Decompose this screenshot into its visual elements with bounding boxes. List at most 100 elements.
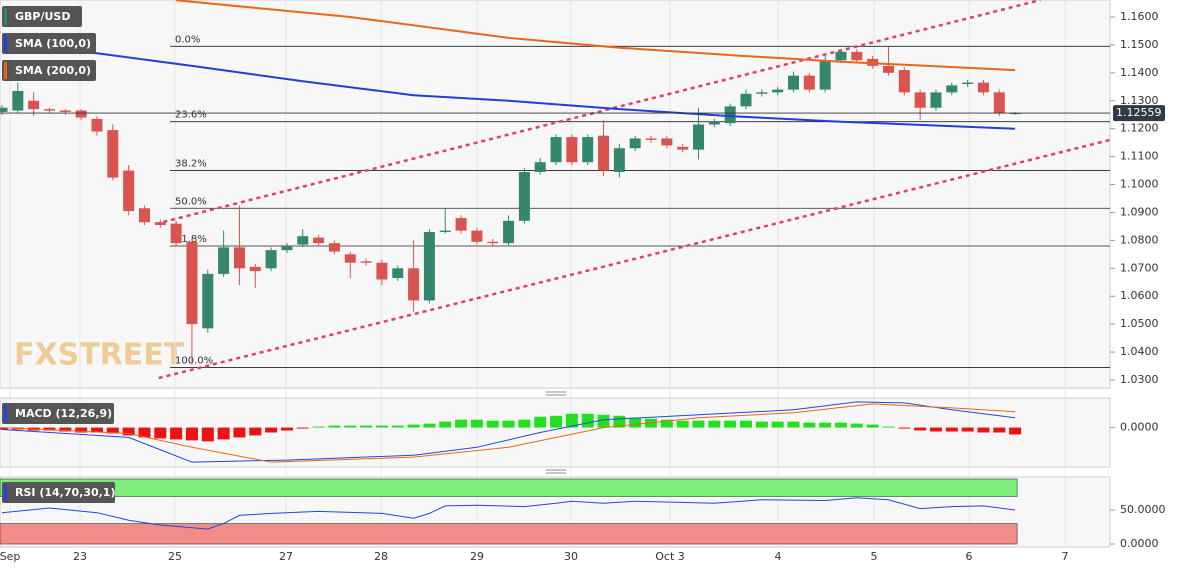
macd-line [1,403,1016,463]
candle-body [43,109,55,111]
candle-body [518,171,530,221]
macd-bar [217,427,230,440]
candle-body [756,92,768,94]
last-price-box [1113,105,1165,122]
macd-bar [0,427,8,430]
candle-body [376,262,388,280]
macd-bar [660,419,673,428]
candle-body [629,138,641,149]
macd-bar [201,427,214,442]
candle-body [772,89,784,93]
macd-bar [550,415,563,428]
macd-bar [834,422,847,428]
x-tick-label: 27 [279,550,293,563]
macd-bar [977,427,990,433]
candle-body [1009,113,1021,115]
macd-bar [138,427,151,438]
logo: FXSTREET [14,338,185,373]
legend-swatch [4,405,7,422]
candle-body [91,118,103,132]
candle-body [914,92,926,108]
macd-bar [170,427,183,440]
legend-swatch [4,8,7,25]
macd-bar [502,420,515,428]
macd-bar [233,427,246,438]
x-tick-label: 23 [73,550,87,563]
x-tick-label: Oct 3 [655,550,685,563]
candle-body [170,223,182,244]
candle-body [281,245,293,251]
macd-bar [708,420,721,428]
candle-body [898,70,910,93]
y-tick-label: 0.0000 [1120,537,1159,550]
y-tick-label: 1.0500 [1120,317,1159,330]
candle-body [202,273,214,329]
fib-label: 38.2% [175,159,207,170]
y-tick-label: 1.0400 [1120,345,1159,358]
legend-box [2,6,82,27]
macd-bar [265,427,278,433]
legend-box [2,482,115,503]
candle-body [107,130,119,178]
y-tick-label: 1.1000 [1120,178,1159,191]
candle-body [265,250,277,269]
macd-bar [534,416,547,428]
legend-swatch [4,62,7,79]
channel-line [158,138,1111,380]
macd-bar [1009,427,1022,435]
macd-bar [75,427,88,433]
y-tick-label: 0.0000 [1120,421,1159,434]
macd-bar [565,413,578,428]
macd-bar [613,415,626,428]
macd-bar [755,421,768,428]
macd-bar [375,425,388,428]
macd-bar [787,421,800,428]
rsi-line [1,497,1016,530]
candle-body [598,135,610,171]
legend-swatch [4,484,7,501]
candle-body [439,230,451,233]
y-tick-label: 1.0700 [1120,261,1159,274]
y-tick-label: 1.1500 [1120,38,1159,51]
y-tick-label: 1.0900 [1120,205,1159,218]
sma-line [1,46,1016,130]
y-tick-label: 1.1400 [1120,66,1159,79]
macd-bar [106,427,119,434]
macd-bar [296,427,309,429]
macd-bar [90,427,103,433]
legend-swatch [4,35,7,52]
macd-bar [803,422,816,428]
legend-label: SMA (200,0) [15,64,91,77]
candle-body [946,85,958,93]
candle-body [59,110,71,112]
macd-bar [629,417,642,428]
candle-body [724,106,736,124]
candle-body [218,247,230,274]
candle-body [186,241,198,325]
x-tick-label: 25 [168,550,182,563]
candle-body [550,137,562,163]
candle-body [12,90,24,111]
x-tick-label: 5 [871,550,878,563]
macd-bar [898,427,911,429]
macd-bar [771,421,784,428]
macd-bar [945,427,958,432]
legend-box [2,403,114,424]
candle-body [613,148,625,172]
candle-body [534,162,546,172]
legend-label: RSI (14,70,30,1) [15,486,115,499]
panel-handle[interactable] [546,391,566,396]
candle-body [835,51,847,61]
panel-handle[interactable] [546,469,566,474]
candle-body [819,60,831,90]
macd-bar [676,420,689,428]
y-tick-label: 1.1200 [1120,122,1159,135]
y-tick-label: 50.0000 [1120,503,1166,516]
macd-bar [581,413,594,428]
macd-bar [43,427,56,431]
macd-panel [0,397,1111,468]
candle-body [249,266,261,272]
macd-bar [439,421,452,428]
macd-bar [470,419,483,428]
macd-bar [328,425,341,428]
